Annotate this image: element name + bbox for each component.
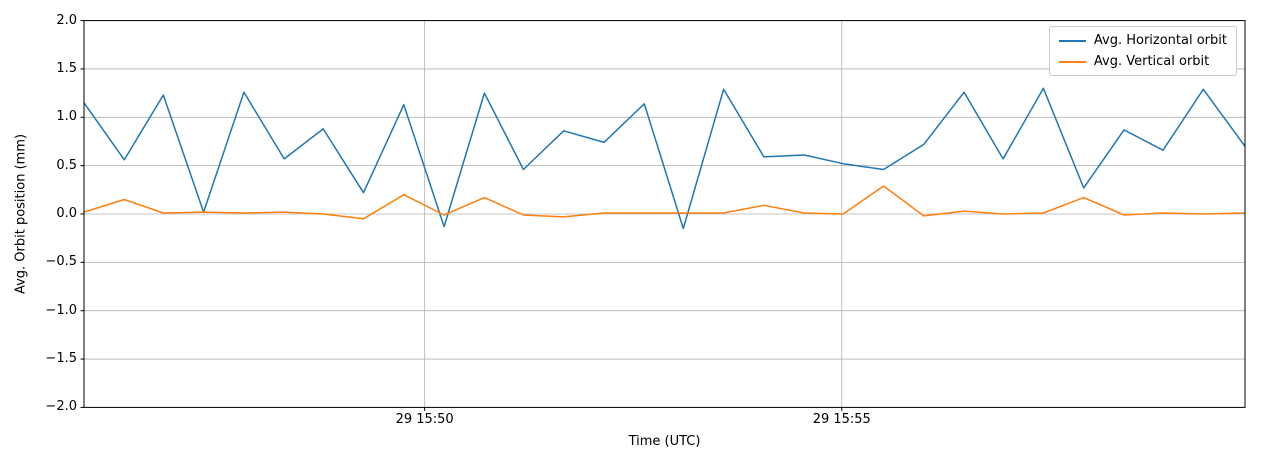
y-tick-label: 1.5 [56, 60, 77, 76]
x-axis-title: Time (UTC) [628, 434, 701, 449]
y-tick-label: 0.5 [56, 157, 77, 173]
legend-label: Avg. Horizontal orbit [1093, 33, 1227, 48]
y-tick-label: −0.5 [45, 254, 77, 270]
legend-item-horizontal-orbit: Avg. Horizontal orbit [1058, 32, 1227, 49]
y-tick-label: −2.0 [45, 399, 77, 415]
y-tick-label: 1.0 [56, 109, 77, 125]
legend-line-swatch-vertical [1058, 60, 1086, 63]
y-tick-label: −1.0 [45, 302, 77, 318]
legend-line-swatch-horizontal [1058, 39, 1086, 42]
y-tick-label: 2.0 [56, 12, 77, 28]
legend: Avg. Horizontal orbit Avg. Vertical orbi… [1048, 26, 1237, 76]
x-tick-label: 29 15:50 [395, 412, 454, 427]
y-tick-label: 0.0 [56, 206, 77, 221]
legend-label: Avg. Vertical orbit [1093, 54, 1210, 69]
y-tick-label: −1.5 [45, 351, 77, 367]
x-tick-label: 29 15:55 [812, 412, 871, 427]
y-axis-title: Avg. Orbit position (mm) [13, 133, 29, 295]
legend-item-vertical-orbit: Avg. Vertical orbit [1058, 53, 1227, 70]
